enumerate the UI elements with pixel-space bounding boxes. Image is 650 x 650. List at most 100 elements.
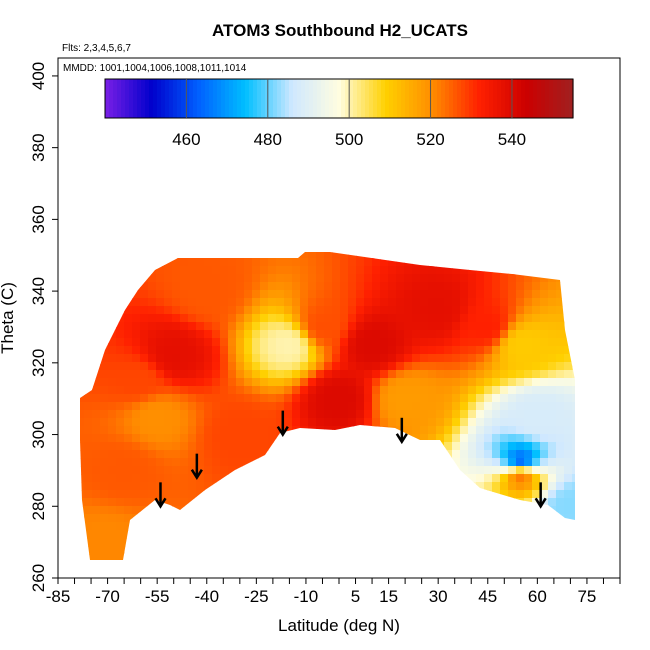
heatmap-cell [164, 554, 173, 560]
heatmap-cell [164, 314, 173, 323]
heatmap-cell [132, 274, 141, 283]
colorbar-segment [297, 79, 302, 118]
heatmap-cell [100, 274, 109, 283]
heatmap-cell [356, 258, 365, 267]
heatmap-cell [268, 258, 277, 267]
heatmap-cell [404, 474, 413, 483]
heatmap-cell [260, 458, 269, 467]
heatmap-cell [540, 330, 549, 339]
heatmap-cell [420, 482, 429, 491]
heatmap-cell [332, 346, 341, 355]
heatmap-cell [92, 442, 101, 451]
heatmap-cell [132, 530, 141, 539]
heatmap-cell [300, 394, 309, 403]
heatmap-cell [556, 282, 565, 291]
heatmap-cell [84, 522, 93, 531]
heatmap-cell [148, 466, 157, 475]
x-tick-label: 30 [429, 587, 448, 606]
heatmap-cell [148, 314, 157, 323]
heatmap-cell [316, 418, 325, 427]
heatmap-cell [84, 266, 93, 275]
heatmap-cell [228, 482, 237, 491]
heatmap-cell [80, 546, 85, 555]
heatmap-cell [84, 370, 93, 379]
heatmap-cell [484, 490, 493, 499]
heatmap-cell [204, 458, 213, 467]
heatmap-cell [460, 282, 469, 291]
heatmap-cell [404, 418, 413, 427]
heatmap-cell [436, 274, 445, 283]
heatmap-cell [516, 386, 525, 395]
heatmap-cell [516, 506, 525, 515]
colorbar-segment [257, 79, 262, 118]
heatmap-cell [316, 434, 325, 443]
heatmap-cell [188, 370, 197, 379]
heatmap-cell [452, 394, 461, 403]
heatmap-cell [516, 338, 525, 347]
heatmap-cell [404, 314, 413, 323]
heatmap-cell [196, 258, 205, 267]
heatmap-cell [516, 394, 525, 403]
heatmap-cell [276, 514, 285, 523]
colorbar-segment [357, 79, 362, 118]
heatmap-cell [468, 482, 477, 491]
colorbar-segment [237, 79, 242, 118]
heatmap-cell [572, 266, 575, 275]
heatmap-cell [228, 330, 237, 339]
heatmap-cell [564, 306, 573, 315]
heatmap-cell [460, 442, 469, 451]
heatmap-cell [532, 290, 541, 299]
heatmap-cell [484, 338, 493, 347]
heatmap-cell [100, 370, 109, 379]
heatmap-cell [172, 346, 181, 355]
heatmap-cell [212, 554, 221, 560]
heatmap-cell [348, 266, 357, 275]
heatmap-cell [164, 410, 173, 419]
heatmap-cell [460, 546, 469, 555]
heatmap-cell [484, 378, 493, 387]
heatmap-cell [300, 306, 309, 315]
heatmap-cell [228, 266, 237, 275]
heatmap-cell [436, 378, 445, 387]
heatmap-cell [188, 346, 197, 355]
down-arrow-icon [276, 410, 289, 437]
heatmap-cell [476, 362, 485, 371]
heatmap-cell [340, 266, 349, 275]
heatmap-cell [172, 274, 181, 283]
heatmap-cell [172, 322, 181, 331]
heatmap-cell [204, 386, 213, 395]
heatmap-cell [260, 354, 269, 363]
heatmap-cell [172, 482, 181, 491]
y-tick-label: 360 [29, 205, 48, 233]
heatmap-cell [404, 354, 413, 363]
heatmap-cell [308, 522, 317, 531]
heatmap-cell [436, 330, 445, 339]
heatmap-cell [212, 258, 221, 267]
heatmap-cell [148, 474, 157, 483]
heatmap-cell [564, 506, 573, 515]
heatmap-cell [124, 386, 133, 395]
heatmap-cell [452, 434, 461, 443]
heatmap-cell [284, 554, 293, 560]
heatmap-cell [372, 290, 381, 299]
heatmap-cell [124, 330, 133, 339]
heatmap-cell [380, 394, 389, 403]
heatmap-cell [220, 530, 229, 539]
heatmap-cell [212, 522, 221, 531]
heatmap-cell [428, 402, 437, 411]
heatmap-cell [180, 362, 189, 371]
heatmap-cell [324, 434, 333, 443]
heatmap-cell [196, 370, 205, 379]
heatmap-cell [180, 338, 189, 347]
colorbar-segment [205, 79, 210, 118]
heatmap-cell [316, 298, 325, 307]
heatmap-cell [180, 466, 189, 475]
heatmap-cell [548, 530, 557, 539]
heatmap-cell [428, 306, 437, 315]
heatmap-cell [84, 346, 93, 355]
heatmap-cell [556, 514, 565, 523]
heatmap-cell [388, 538, 397, 547]
heatmap-cell [428, 410, 437, 419]
heatmap-cell [548, 450, 557, 459]
heatmap-cell [196, 274, 205, 283]
